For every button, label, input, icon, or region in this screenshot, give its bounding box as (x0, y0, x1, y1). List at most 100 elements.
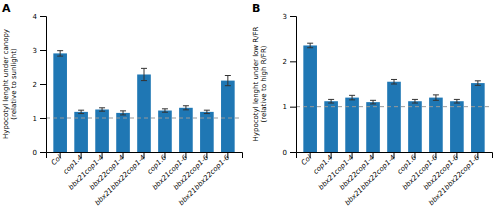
error-bar-stem (373, 100, 374, 104)
error-bar-cap (475, 80, 481, 81)
error-bar (120, 111, 126, 115)
x-tick: bbx21bbx22cop1-4 (93, 152, 147, 207)
error-bar-stem (185, 106, 186, 110)
error-bar-cap (307, 47, 313, 48)
error-bar-stem (414, 99, 415, 103)
error-bar-cap (78, 110, 84, 111)
bar (387, 82, 401, 152)
error-bar-stem (164, 109, 165, 112)
y-tick-mark (40, 50, 46, 51)
panel: 0123Colcop1.4bbx21cop1-4bbx22cop1-4bbx21… (252, 2, 493, 207)
x-tick-label: Col (50, 153, 64, 167)
y-tick-label: 3 (283, 13, 287, 21)
error-bar-stem (60, 51, 61, 56)
error-bar-cap (57, 50, 63, 51)
y-tick-label: 1 (283, 103, 287, 111)
x-tick-label: bbx21cop1-4 (67, 153, 105, 191)
plot-area (296, 43, 492, 152)
y-tick-label: 2 (283, 58, 287, 66)
error-bar-cap (183, 105, 189, 106)
x-tick: bbx22cop1-6 (172, 152, 211, 192)
y-tick-label: 0 (33, 149, 37, 157)
y-tick: 2 (33, 81, 46, 89)
y-tick-label: 1 (33, 115, 37, 123)
error-bar-cap (204, 110, 210, 111)
y-axis: 0 1 2 3 4 (33, 13, 47, 157)
error-bar-cap (162, 108, 168, 109)
error-bar-stem (394, 79, 395, 84)
error-bar-cap (307, 43, 313, 44)
y-tick-label: 4 (33, 13, 38, 21)
error-bar-cap (78, 113, 84, 114)
error-bar-stem (310, 43, 311, 48)
error-bar-stem (206, 110, 207, 113)
y-tick-mark (290, 107, 296, 108)
y-axis-title: Hypocotyl lenght under canopy(relative t… (2, 29, 18, 139)
x-tick: bbx21cop1-6 (151, 152, 190, 192)
error-bar-cap (225, 75, 231, 76)
reference-line (46, 118, 242, 119)
error-bar-cap (391, 79, 397, 80)
bar (137, 74, 151, 152)
error-bar-stem (81, 110, 82, 113)
y-tick: 3 (283, 13, 296, 21)
error-bar (349, 95, 355, 100)
x-tick: bbx22cop1-6 (422, 152, 461, 192)
error-bar-cap (370, 100, 376, 101)
error-bar-cap (141, 68, 147, 69)
bar (324, 101, 338, 152)
y-tick: 3 (33, 47, 46, 55)
y-tick-mark (40, 84, 46, 85)
x-tick-label: bbx21bbx22cop1-6 (177, 153, 231, 207)
error-bar (328, 99, 334, 103)
error-bar-stem (123, 111, 124, 115)
error-bar-cap (328, 103, 334, 104)
error-bar (183, 106, 189, 110)
error-bar-cap (141, 80, 147, 81)
x-tick-label: bbx21cop1-6 (401, 153, 440, 192)
x-tick-label: bbx21cop1-4 (317, 153, 355, 191)
error-bar (99, 108, 105, 111)
chart: 01234Colcop1.4bbx21cop1-4bbx22cop1-4bbx2… (0, 0, 500, 208)
error-bar-cap (454, 103, 460, 104)
x-tick-label: bbx22cop1-4 (338, 153, 376, 191)
error-bar-stem (144, 68, 145, 80)
y-tick-mark (40, 118, 46, 119)
error-bar (454, 99, 460, 103)
x-tick-label: bbx21bbx22cop1-4 (93, 153, 147, 207)
x-tick-label: bbx21cop1-6 (151, 153, 190, 192)
y-tick: 1 (283, 103, 296, 111)
x-tick: bbx21bbx22cop1-6 (177, 152, 231, 207)
error-bar (475, 81, 481, 86)
bar (450, 101, 464, 152)
error-bar-cap (475, 85, 481, 86)
error-bar-cap (433, 100, 439, 101)
error-bar-stem (477, 81, 478, 86)
x-tick: Col (300, 152, 314, 167)
error-bar-cap (183, 109, 189, 110)
x-tick-label: bbx22cop1-6 (172, 153, 211, 192)
error-bar-cap (99, 111, 105, 112)
error-bar-cap (120, 110, 126, 111)
error-bar (412, 99, 418, 103)
y-tick: 0 (33, 149, 46, 157)
x-tick-label: bbx21bbx22cop1-6 (427, 153, 481, 207)
y-axis-title-line: Hypocotyl lenght under low R/FR (252, 26, 260, 141)
bar (303, 45, 317, 152)
error-bar-cap (204, 113, 210, 114)
x-tick: bbx21bbx22cop1-4 (343, 152, 397, 207)
error-bar-cap (225, 85, 231, 86)
error-bar (141, 68, 147, 80)
error-bar (391, 79, 397, 84)
y-tick-mark (40, 16, 46, 17)
bar (53, 53, 67, 152)
y-tick: 4 (33, 13, 46, 21)
error-bar-cap (99, 107, 105, 108)
error-bar-stem (352, 95, 353, 100)
y-tick-label: 0 (283, 149, 287, 157)
y-tick-mark (290, 152, 296, 153)
y-tick-mark (290, 61, 296, 62)
error-bar (370, 100, 376, 104)
error-bar-stem (435, 95, 436, 100)
x-tick: bbx21cop1-6 (401, 152, 440, 192)
